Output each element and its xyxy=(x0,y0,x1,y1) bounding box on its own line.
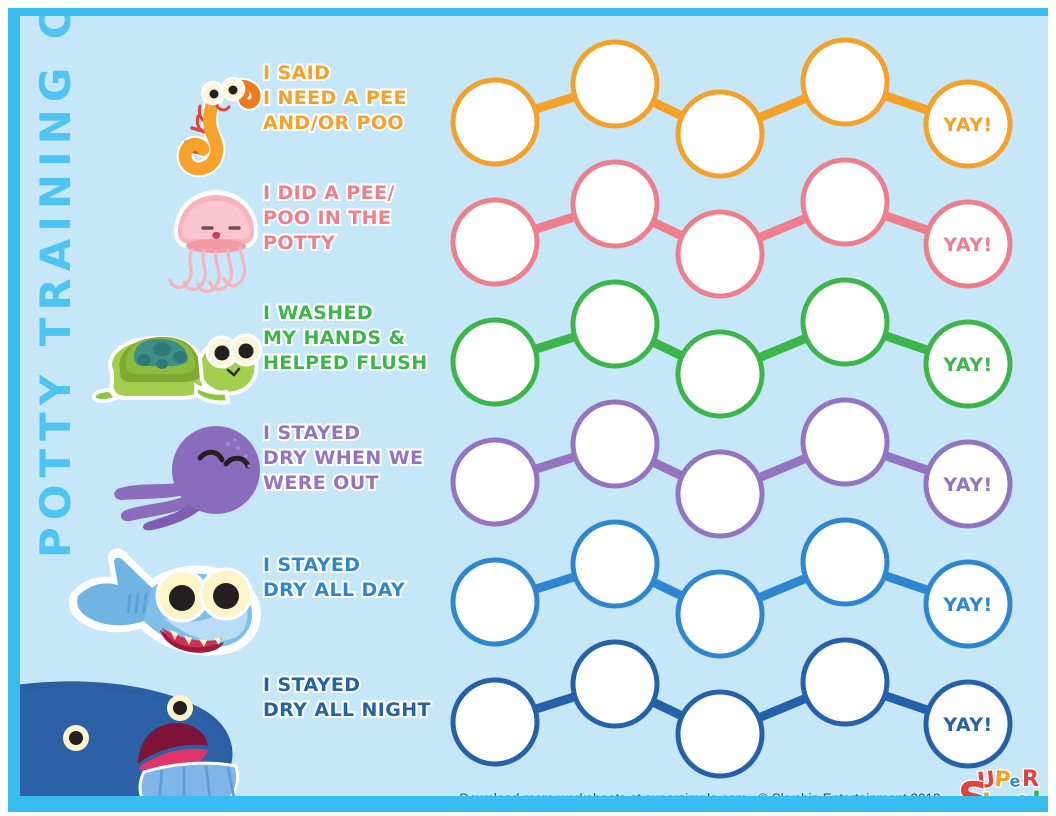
sticker-circle[interactable] xyxy=(675,329,765,419)
logo-letter-i: i xyxy=(982,789,991,796)
logo-letter-l: l xyxy=(1032,787,1041,796)
criteria-row: I DID A PEE/ POO IN THE POTTY YAY! xyxy=(20,157,1048,299)
sticker-circle[interactable] xyxy=(570,279,660,369)
sticker-circle[interactable] xyxy=(570,39,660,129)
jellyfish-icon xyxy=(168,190,258,294)
sticker-circle[interactable] xyxy=(800,637,890,727)
reward-circle[interactable] xyxy=(923,79,1013,169)
criteria-label: I STAYED DRY ALL NIGHT xyxy=(261,672,433,723)
reward-label: YAY! xyxy=(942,354,992,376)
reward-circle[interactable] xyxy=(923,319,1013,409)
logo-letter-s: S xyxy=(958,773,988,796)
reward-circle[interactable] xyxy=(923,679,1013,769)
sticker-circle[interactable] xyxy=(675,569,765,659)
reward-label: YAY! xyxy=(942,114,992,136)
sticker-circle[interactable] xyxy=(450,317,540,407)
sticker-circle[interactable] xyxy=(450,557,540,647)
sticker-circle[interactable] xyxy=(450,677,540,767)
seahorse-icon xyxy=(176,76,263,178)
criteria-row: I STAYED DRY WHEN WE WERE OUT YAY! xyxy=(20,397,1048,539)
reward-label: YAY! xyxy=(942,594,992,616)
progress-track: YAY! xyxy=(450,517,1013,659)
logo-letter-p: P xyxy=(994,768,1012,793)
sticker-circle[interactable] xyxy=(675,449,765,539)
sticker-circle[interactable] xyxy=(450,197,540,287)
progress-track: YAY! xyxy=(450,397,1013,539)
criteria-label: I STAYED DRY WHEN WE WERE OUT xyxy=(261,420,425,496)
progress-track: YAY! xyxy=(450,277,1013,419)
sticker-circle[interactable] xyxy=(675,89,765,179)
sticker-circle[interactable] xyxy=(800,277,890,367)
sticker-circle[interactable] xyxy=(675,689,765,779)
sticker-circle[interactable] xyxy=(570,399,660,489)
criteria-row: I STAYED DRY ALL NIGHT YAY! xyxy=(20,637,1048,779)
sticker-circle[interactable] xyxy=(570,639,660,729)
criteria-label: I WASHED MY HANDS & HELPED FLUSH xyxy=(261,300,429,376)
sticker-circle[interactable] xyxy=(800,397,890,487)
footer-credit: Download more worksheets at supersimple.… xyxy=(450,791,950,796)
criteria-row: I WASHED MY HANDS & HELPED FLUSH YAY! xyxy=(20,277,1048,419)
progress-track: YAY! xyxy=(450,157,1013,299)
super-simple-logo[interactable]: U P e R S i m p l e xyxy=(957,766,1048,796)
whale-icon xyxy=(20,681,239,796)
sticker-circle[interactable] xyxy=(570,159,660,249)
reward-label: YAY! xyxy=(942,714,992,736)
sticker-circle[interactable] xyxy=(450,77,540,167)
sticker-circle[interactable] xyxy=(800,517,890,607)
criteria-row: I STAYED DRY ALL DAY YAY! xyxy=(20,517,1048,659)
sticker-circle[interactable] xyxy=(570,519,660,609)
owl-icon xyxy=(1016,793,1028,796)
sticker-circle[interactable] xyxy=(800,157,890,247)
reward-label: YAY! xyxy=(942,234,992,256)
sticker-circle[interactable] xyxy=(450,437,540,527)
progress-track: YAY! xyxy=(450,37,1013,179)
criteria-row: I SAID I NEED A PEE AND/OR POO YAY! xyxy=(20,37,1048,179)
logo-letter-m: m xyxy=(992,789,1019,796)
logo-letter-u: U xyxy=(976,768,996,794)
sticker-circle[interactable] xyxy=(675,209,765,299)
criteria-label: I STAYED DRY ALL DAY xyxy=(261,552,407,603)
logo-letter-e2: e xyxy=(1009,771,1022,791)
sticker-circle[interactable] xyxy=(800,37,890,127)
criteria-label: I SAID I NEED A PEE AND/OR POO xyxy=(261,60,409,136)
page-body: POTTY TRAINING CHART I SAID I NEED A PEE… xyxy=(20,16,1048,796)
logo-letter-e: e xyxy=(1040,789,1048,796)
criteria-label: I DID A PEE/ POO IN THE POTTY xyxy=(261,180,396,256)
progress-track: YAY! xyxy=(450,637,1013,779)
reward-label: YAY! xyxy=(942,474,992,496)
reward-circle[interactable] xyxy=(923,559,1013,649)
logo-letter-r: R xyxy=(1022,768,1039,792)
turtle-icon xyxy=(91,333,263,405)
octopus-icon xyxy=(114,426,260,531)
reward-circle[interactable] xyxy=(923,439,1013,529)
reward-circle[interactable] xyxy=(923,199,1013,289)
shark-icon xyxy=(68,548,261,656)
